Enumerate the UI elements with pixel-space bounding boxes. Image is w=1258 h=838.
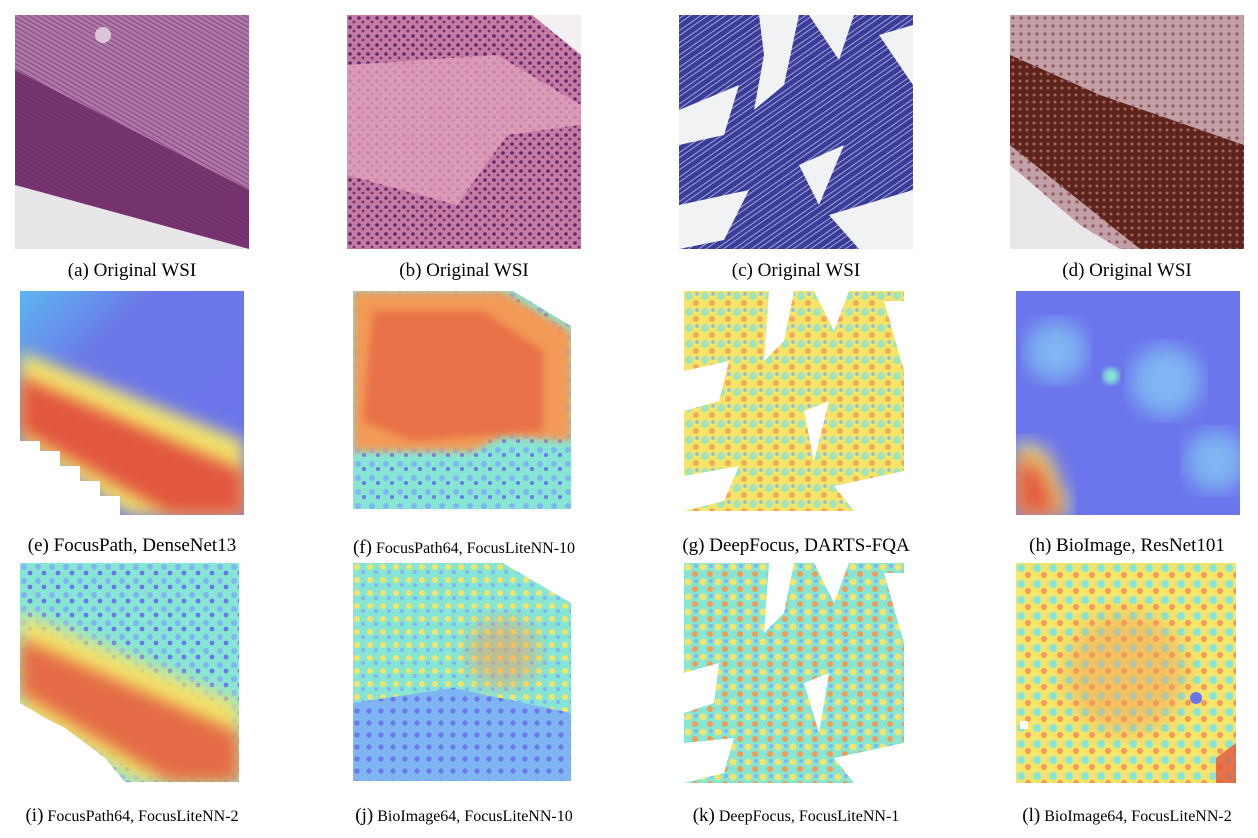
wsi-image [15, 15, 249, 249]
caption-text: FocusPath, DenseNet13 [53, 535, 237, 556]
caption-label: (k) [692, 805, 715, 826]
caption: (k) DeepFocus, FocusLiteNN-1 [693, 805, 900, 827]
caption: (a) Original WSI [68, 260, 196, 282]
caption: (h) BioImage, ResNet101 [1029, 535, 1225, 557]
heatmap-image [1016, 563, 1236, 783]
caption: (c) Original WSI [732, 260, 860, 282]
caption: (e) FocusPath, DenseNet13 [28, 535, 236, 557]
caption-label: (i) [25, 805, 44, 826]
caption-label: (b) [399, 260, 422, 281]
caption-text: Original WSI [93, 260, 197, 281]
caption-text: BioImage, ResNet101 [1056, 535, 1225, 556]
caption-text: BioImage64, FocusLiteNN-10 [377, 808, 573, 825]
heatmap-image [684, 291, 904, 511]
caption-text: FocusPath64, FocusLiteNN-10 [375, 540, 576, 557]
caption-text: Original WSI [1089, 260, 1192, 281]
heatmap-image [684, 563, 904, 783]
caption-label: (a) [67, 260, 89, 281]
caption-label: (f) [352, 537, 372, 558]
heatmap-image [353, 291, 571, 509]
caption-label: (j) [355, 805, 374, 826]
caption-text: DeepFocus, DARTS-FQA [709, 535, 910, 556]
caption-label: (h) [1029, 535, 1052, 556]
caption: (f) FocusPath64, FocusLiteNN-10 [353, 537, 575, 559]
caption-label: (l) [1022, 805, 1041, 826]
caption: (d) Original WSI [1062, 260, 1191, 282]
heatmap-image [1016, 291, 1240, 515]
caption-label: (c) [731, 260, 753, 281]
caption: (l) BioImage64, FocusLiteNN-2 [1022, 805, 1231, 827]
caption-label: (e) [27, 535, 49, 556]
caption-label: (d) [1062, 260, 1085, 281]
caption-text: FocusPath64, FocusLiteNN-2 [47, 808, 239, 825]
heatmap-image [353, 563, 571, 781]
heatmap-image [20, 291, 244, 515]
caption: (g) DeepFocus, DARTS-FQA [682, 535, 909, 557]
caption: (j) BioImage64, FocusLiteNN-10 [355, 805, 572, 827]
caption-text: Original WSI [426, 260, 529, 281]
wsi-image [347, 15, 581, 249]
caption-text: Original WSI [757, 260, 861, 281]
caption: (i) FocusPath64, FocusLiteNN-2 [25, 805, 238, 827]
wsi-image [679, 15, 913, 249]
caption-text: DeepFocus, FocusLiteNN-1 [718, 808, 900, 825]
wsi-image [1010, 15, 1244, 249]
caption: (b) Original WSI [399, 260, 528, 282]
heatmap-image [20, 563, 239, 782]
caption-label: (g) [682, 535, 705, 556]
caption-text: BioImage64, FocusLiteNN-2 [1044, 808, 1232, 825]
